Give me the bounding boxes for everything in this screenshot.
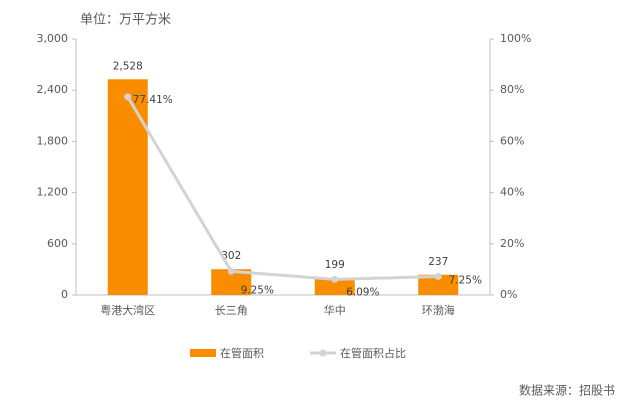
- line-point: [434, 272, 442, 280]
- y2-tick-label: 80%: [500, 83, 524, 96]
- bar: [314, 278, 355, 295]
- y-tick-label: 1,800: [37, 134, 69, 147]
- y-tick-label: 1,200: [37, 186, 69, 199]
- y2-tick-label: 60%: [500, 134, 524, 147]
- legend-label: 在管面积占比: [340, 346, 406, 360]
- unit-label: 单位：万平方米: [80, 12, 171, 28]
- y2-tick-label: 20%: [500, 237, 524, 250]
- y-tick-label: 600: [47, 237, 68, 250]
- y-tick-label: 0: [61, 288, 68, 301]
- line-point: [227, 267, 235, 275]
- line-value-label: 7.25%: [449, 274, 482, 286]
- legend-swatch: [190, 349, 216, 357]
- bar-value-label: 237: [428, 256, 448, 268]
- legend-label: 在管面积: [220, 346, 264, 360]
- line-value-label: 9.25%: [241, 284, 274, 296]
- line: [126, 96, 439, 281]
- bar-value-label: 199: [325, 259, 345, 271]
- line-point: [331, 275, 339, 283]
- y2-tick-label: 0%: [500, 288, 517, 301]
- y-tick-label: 2,400: [37, 83, 69, 96]
- x-tick-label: 华中: [324, 303, 346, 317]
- bar-value-label: 2,528: [113, 60, 143, 72]
- y2-tick-label: 40%: [500, 186, 524, 199]
- bar-value-label: 302: [221, 250, 241, 262]
- bar: [107, 79, 148, 295]
- line-value-label: 6.09%: [346, 286, 379, 298]
- x-tick-label: 粤港大湾区: [100, 303, 155, 317]
- bar: [418, 274, 459, 295]
- line-value-label: 77.41%: [133, 94, 173, 106]
- source-note: 数据来源：招股书: [519, 383, 615, 398]
- y2-tick-label: 100%: [500, 32, 531, 45]
- x-tick-label: 环渤海: [422, 303, 455, 317]
- y-tick-label: 3,000: [37, 32, 69, 45]
- x-tick-label: 长三角: [215, 304, 248, 317]
- legend-swatch: [319, 349, 327, 357]
- line-point: [124, 93, 132, 101]
